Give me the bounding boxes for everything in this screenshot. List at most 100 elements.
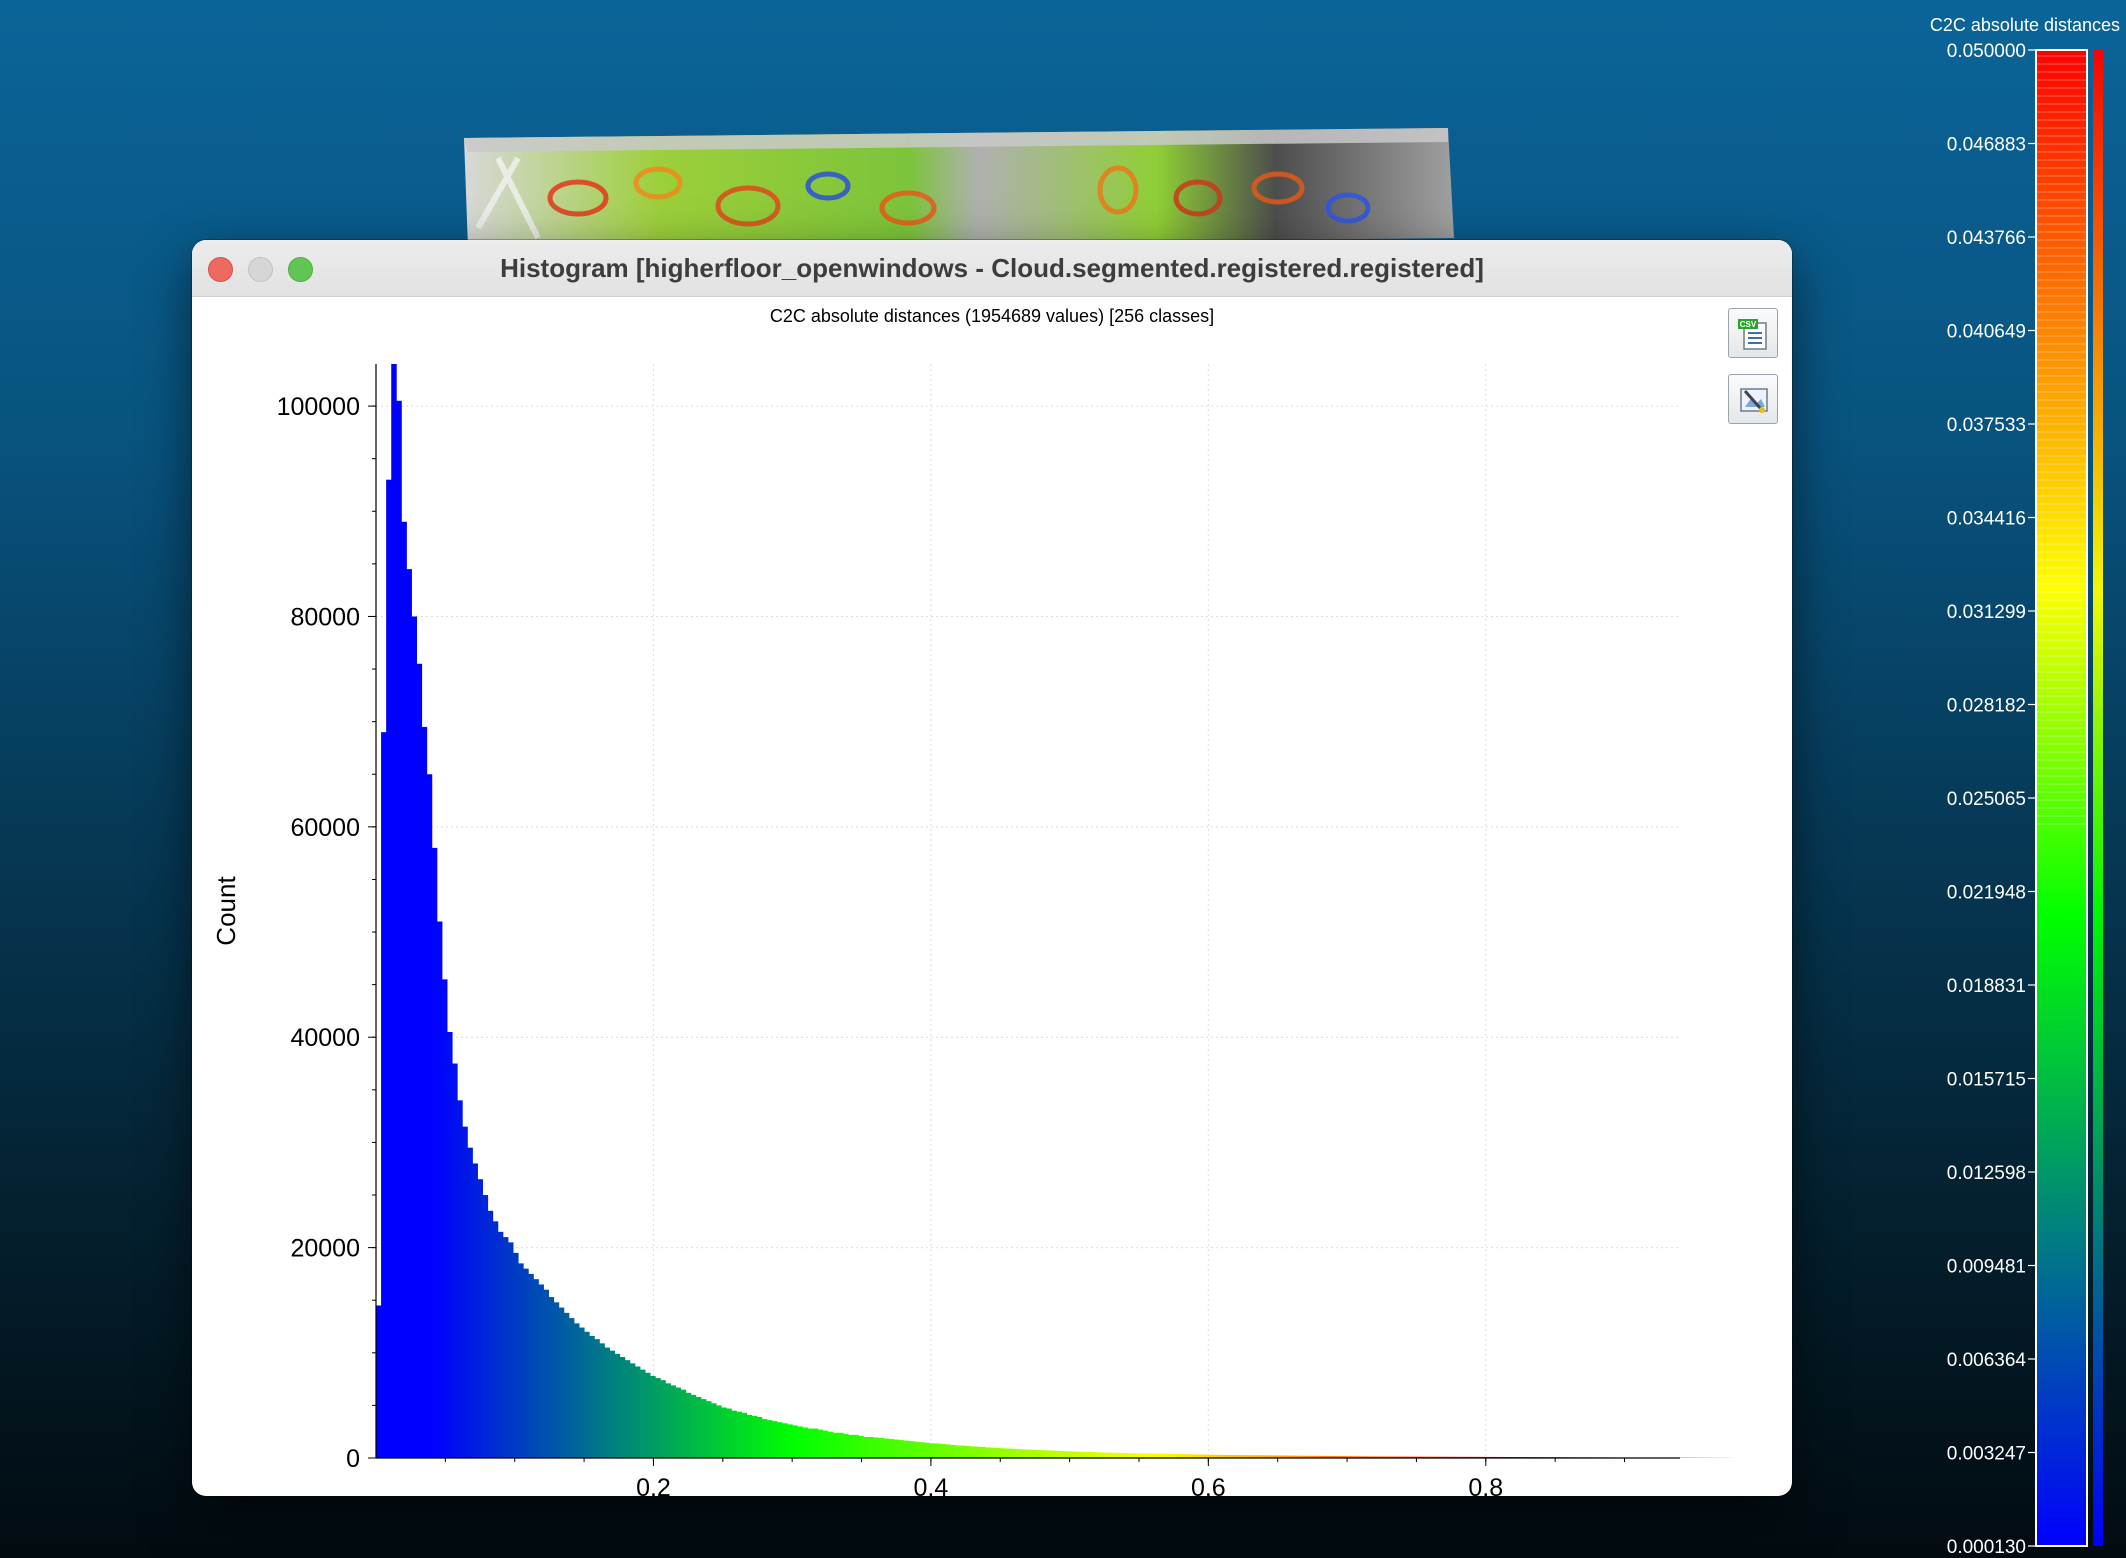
- histogram-bar: [706, 1401, 712, 1458]
- histogram-bar: [650, 1375, 656, 1458]
- histogram-bar: [1350, 1456, 1357, 1458]
- minimize-button[interactable]: [248, 257, 273, 282]
- histogram-bar: [574, 1323, 580, 1458]
- histogram-bar: [431, 847, 438, 1458]
- histogram-bar: [548, 1297, 555, 1458]
- histogram-bar: [1376, 1456, 1382, 1458]
- histogram-bar: [1020, 1449, 1027, 1458]
- title-bar[interactable]: Histogram [higherfloor_openwindows - Clo…: [192, 240, 1792, 297]
- scalebar-histogram-strip: [2093, 50, 2103, 1546]
- histogram-bar: [1269, 1455, 1276, 1458]
- scalebar-label: 0.031299: [1947, 602, 2026, 623]
- histogram-bar: [1447, 1456, 1453, 1458]
- histogram-bar: [645, 1372, 651, 1458]
- histogram-bar: [777, 1422, 783, 1458]
- histogram-bar: [838, 1432, 844, 1458]
- y-tick-label: 60000: [290, 814, 360, 842]
- export-image-icon: [1740, 388, 1768, 413]
- histogram-bar: [1223, 1454, 1230, 1458]
- histogram-bar: [939, 1443, 946, 1458]
- histogram-bar: [1096, 1452, 1103, 1458]
- histogram-bar: [1391, 1456, 1397, 1458]
- histogram-bar: [1249, 1455, 1255, 1458]
- histogram-bar: [1421, 1456, 1428, 1458]
- histogram-bar: [1147, 1453, 1154, 1458]
- histogram-bar: [1218, 1454, 1225, 1458]
- histogram-bar: [1274, 1455, 1281, 1458]
- histogram-bar: [873, 1437, 880, 1458]
- histogram-bar: [1442, 1456, 1448, 1458]
- scalebar-label: 0.018831: [1947, 976, 2026, 997]
- histogram-bar: [457, 1100, 463, 1458]
- export-image-button[interactable]: [1728, 374, 1778, 424]
- histogram-bar: [1396, 1456, 1403, 1458]
- histogram-bar: [1284, 1455, 1291, 1458]
- histogram-bar: [1041, 1450, 1047, 1458]
- histogram-bar: [914, 1441, 920, 1458]
- svg-text:CSV: CSV: [1740, 320, 1757, 329]
- maximize-button[interactable]: [288, 257, 313, 282]
- scalebar-label: 0.003247: [1947, 1444, 2026, 1465]
- histogram-bar: [1091, 1452, 1098, 1458]
- export-csv-button[interactable]: CSV: [1728, 308, 1778, 358]
- histogram-bar: [1036, 1450, 1042, 1458]
- histogram-bar: [1112, 1452, 1118, 1458]
- histogram-bar: [1432, 1456, 1438, 1458]
- histogram-bar: [1305, 1455, 1311, 1458]
- x-tick-label: 0.2: [636, 1474, 671, 1496]
- histogram-bar: [1010, 1448, 1017, 1458]
- point-cloud-view[interactable]: [458, 128, 1458, 248]
- histogram-bar: [1117, 1452, 1123, 1458]
- close-button[interactable]: [208, 257, 233, 282]
- histogram-bar: [1366, 1456, 1372, 1458]
- histogram-bar: [726, 1408, 732, 1458]
- histogram-bar: [1452, 1456, 1458, 1458]
- histogram-bar: [670, 1385, 676, 1458]
- histogram-bar: [1173, 1454, 1179, 1458]
- x-tick-label: 0.6: [1191, 1474, 1226, 1496]
- histogram-bar: [523, 1268, 529, 1458]
- scalebar-label: 0.028182: [1947, 696, 2026, 717]
- histogram-window[interactable]: Histogram [higherfloor_openwindows - Clo…: [192, 240, 1792, 1496]
- histogram-bar: [721, 1407, 727, 1458]
- histogram-bar: [853, 1434, 859, 1458]
- histogram-bar: [985, 1447, 991, 1458]
- histogram-bar: [1102, 1452, 1108, 1458]
- histogram-bar: [1228, 1455, 1235, 1458]
- histogram-bar: [959, 1445, 966, 1458]
- histogram-bar: [1198, 1454, 1204, 1458]
- histogram-bar: [624, 1360, 631, 1458]
- scalebar-label: 0.043766: [1947, 228, 2026, 249]
- histogram-bar: [558, 1307, 565, 1458]
- y-tick-label: 80000: [290, 603, 360, 631]
- histogram-bar: [381, 732, 387, 1458]
- histogram-bar: [1081, 1451, 1088, 1458]
- histogram-bar: [1203, 1454, 1210, 1458]
- histogram-bar: [604, 1347, 610, 1458]
- histogram-bar: [680, 1389, 687, 1458]
- histogram-bar: [1178, 1454, 1184, 1458]
- histogram-bar: [579, 1327, 585, 1458]
- y-tick-label: 0: [346, 1445, 360, 1473]
- histogram-bar: [1416, 1456, 1423, 1458]
- histogram-bar: [1061, 1451, 1067, 1458]
- histogram-bar: [1234, 1455, 1240, 1458]
- histogram-bar: [1071, 1451, 1078, 1458]
- histogram-bar: [482, 1195, 489, 1458]
- histogram-bar: [685, 1392, 692, 1458]
- histogram-bar: [594, 1339, 600, 1458]
- histogram-bar: [629, 1363, 636, 1458]
- histogram-bar: [1330, 1456, 1337, 1458]
- histogram-bar: [411, 616, 418, 1458]
- histogram-bar: [563, 1312, 570, 1458]
- histogram-bar: [949, 1444, 956, 1458]
- histogram-bar: [391, 364, 397, 1458]
- histogram-bar: [934, 1443, 940, 1458]
- chart-title: C2C absolute distances (1954689 values) …: [770, 306, 1214, 326]
- histogram-bar: [858, 1435, 864, 1458]
- histogram-bar: [660, 1380, 666, 1458]
- histogram-bar: [690, 1394, 697, 1458]
- histogram-bar: [1381, 1456, 1387, 1458]
- histogram-bar: [1254, 1455, 1260, 1458]
- histogram-bar: [1355, 1456, 1362, 1458]
